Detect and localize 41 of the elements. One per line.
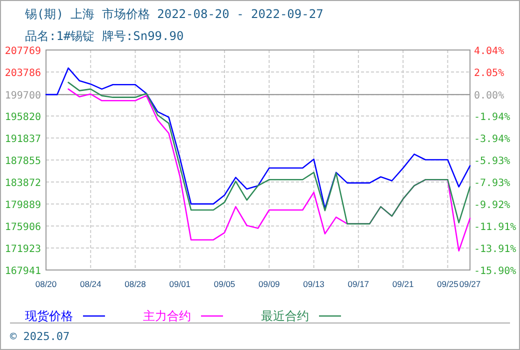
x-tick-label: 09/05	[214, 279, 236, 289]
y-tick-label: 195820	[4, 112, 41, 124]
y2-tick-label: -5.93%	[474, 156, 510, 167]
y-tick-label: 187855	[4, 156, 41, 167]
y2-tick-label: -3.94%	[474, 134, 510, 146]
y2-tick-label: -11.91%	[474, 222, 516, 233]
line-series	[68, 82, 471, 224]
y2-tick-label: -13.91%	[474, 244, 516, 256]
chart-title: 锡(期) 上海 市场价格 2022-08-20 - 2022-09-27	[24, 7, 324, 21]
y-tick-label: 183872	[4, 178, 41, 189]
y2-tick-label: -7.93%	[474, 178, 510, 190]
y2-tick-label: 0.00%	[474, 90, 504, 102]
x-tick-label: 09/25	[437, 279, 459, 289]
text: © 2025.07	[10, 330, 70, 343]
y-tick-label: 179889	[4, 200, 41, 211]
legend-label: 主力合约	[143, 309, 191, 323]
y-tick-label: 191837	[4, 134, 41, 146]
line-series	[45, 67, 471, 210]
y2-tick-label: 2.05%	[474, 68, 504, 79]
legend-label: 现货价格	[25, 309, 73, 323]
x-tick-label: 09/13	[303, 279, 325, 289]
y-tick-label: 199700	[4, 90, 41, 102]
y2-tick-label: -1.94%	[474, 112, 510, 123]
y-tick-label: 171923	[4, 244, 41, 256]
x-tick-label: 09/09	[258, 279, 280, 289]
y-tick-label: 203786	[4, 68, 41, 79]
y-tick-label: 167941	[4, 266, 41, 277]
x-tick-label: 09/01	[169, 279, 191, 289]
x-tick-label: 09/17	[348, 279, 370, 289]
y2-tick-label: -15.90%	[474, 266, 516, 277]
y-tick-label: 207769	[4, 46, 41, 57]
x-tick-label: 09/21	[392, 279, 414, 289]
x-tick-label: 08/20	[35, 279, 57, 289]
legend-label: 最近合约	[261, 309, 309, 323]
y-tick-label: 175906	[4, 222, 41, 234]
x-tick-label: 08/28	[124, 279, 146, 289]
x-tick-label: 09/27	[459, 279, 481, 289]
y2-tick-label: -9.92%	[474, 200, 510, 212]
x-tick-label: 08/24	[80, 279, 102, 289]
y2-tick-label: 4.04%	[474, 46, 504, 57]
chart-subtitle: 品名:1#锡锭 牌号:Sn99.90	[25, 29, 184, 43]
